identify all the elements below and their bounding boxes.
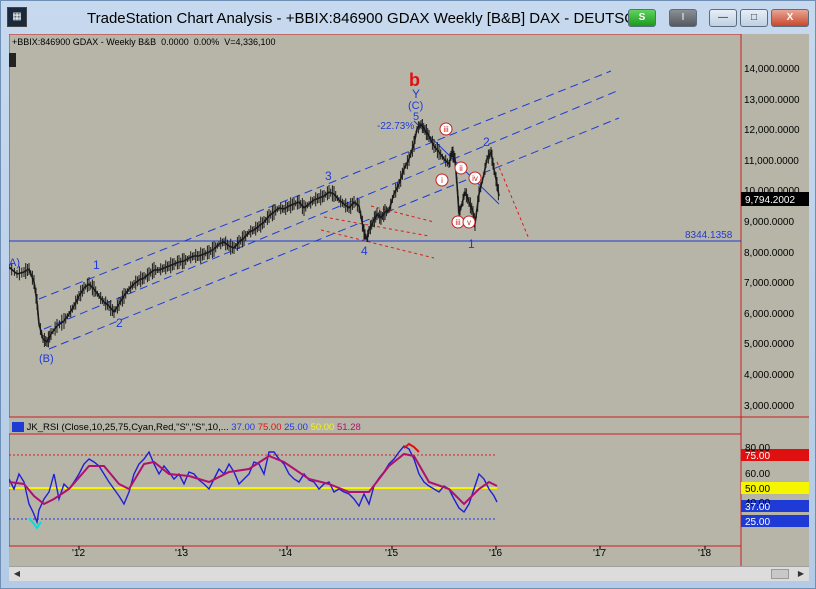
wave-3-label: 3: [325, 169, 332, 183]
chart-area[interactable]: 14,000.0000 13,000.0000 12,000.0000 11,0…: [9, 34, 809, 581]
scroll-thumb[interactable]: [771, 569, 789, 579]
scroll-right-icon[interactable]: ▶: [797, 569, 805, 578]
rsi-tick: 75.00: [745, 451, 770, 462]
wave-b-paren-label: (B): [39, 353, 54, 365]
last-price-label: 9,794.2002: [745, 195, 795, 206]
rsi-tick: 60.00: [745, 469, 770, 480]
rsi-tick: 25.00: [745, 517, 770, 528]
time-tick: '15: [385, 548, 398, 559]
maximize-button[interactable]: □: [740, 9, 768, 27]
price-tick: 3,000.0000: [744, 401, 794, 412]
price-tick: 8,000.0000: [744, 248, 794, 259]
title-bar[interactable]: ▦ TradeStation Chart Analysis - +BBIX:84…: [1, 1, 815, 34]
info-button[interactable]: I: [669, 9, 697, 27]
price-series: [9, 122, 500, 344]
wave-labels: b Y (C) 5 -22.73% A) (B) 1 2 3 4 2 1: [9, 70, 490, 365]
circle-iii2-label: iii: [455, 218, 461, 227]
circled-labels: iii i ii iii v iv: [435, 122, 482, 229]
wave-2-label: 2: [116, 316, 123, 330]
wave-1b-label: 1: [468, 237, 475, 251]
rsi-25: 25.00: [284, 422, 308, 433]
wave-y-label: Y: [412, 87, 420, 101]
time-tick: '16: [489, 548, 502, 559]
circle-iv-label: iv: [472, 174, 478, 183]
chart-scroll-marker[interactable]: [9, 53, 16, 67]
price-tick: 11,000.0000: [744, 156, 799, 167]
wave-b-label: b: [409, 70, 420, 90]
circle-i-label: i: [441, 176, 443, 185]
rsi-50-tag: [741, 482, 809, 494]
minimize-button[interactable]: —: [709, 9, 737, 27]
time-tick: '17: [593, 548, 606, 559]
ohlc-bars: [9, 119, 499, 348]
hline-label: 8344.1358: [685, 230, 733, 241]
price-tick: 4,000.0000: [744, 370, 794, 381]
price-tick: 7,000.0000: [744, 278, 794, 289]
rsi-75: 75.00: [257, 422, 282, 433]
last-price-tag: [741, 192, 809, 206]
rsi-tick: 50.00: [745, 484, 770, 495]
rsi-50: 50.00: [310, 422, 335, 433]
time-axis: '12 '13 '14 '15 '16 '17 '18: [72, 548, 711, 559]
rsi-axis: 80.00 75.00 60.00 50.00 40.00 37.00 25.0…: [745, 443, 770, 528]
wave-2b-label: 2: [483, 135, 490, 149]
rsi-current: 51.28: [336, 422, 361, 433]
rsi-tick: 37.00: [745, 502, 770, 513]
rsi-line: [9, 445, 498, 525]
trend-channel: [38, 70, 620, 350]
time-tick: '13: [175, 548, 188, 559]
percent-label: -22.73%: [377, 121, 414, 132]
circle-ii-label: ii: [459, 164, 463, 173]
price-tick: 6,000.0000: [744, 309, 794, 320]
rsi-icon: [12, 422, 24, 433]
time-tick: '14: [279, 548, 292, 559]
wave-c-label: (C): [408, 100, 423, 112]
horizontal-scrollbar[interactable]: ◀ ▶: [9, 566, 809, 581]
circle-v-label: v: [467, 218, 471, 227]
circle-iii-label: iii: [443, 125, 449, 134]
rsi-tick: 40.00: [745, 498, 770, 509]
rsi-levels: [9, 454, 497, 520]
rsi-name: JK_RSI (Close,10,25,75,Cyan,Red,"S","S",…: [26, 422, 229, 433]
rsi-avg-line: [9, 452, 498, 506]
wave-4-label: 4: [361, 244, 368, 258]
rsi-37: 37.00: [231, 422, 256, 433]
wave-5-label: 5: [413, 111, 419, 123]
time-tick: '12: [72, 548, 85, 559]
rsi-25-tag: [741, 515, 809, 527]
window-title: TradeStation Chart Analysis - +BBIX:8469…: [87, 10, 646, 27]
rsi-pane-border: [9, 433, 742, 547]
time-ticks: [78, 546, 706, 550]
wave-a-label: A): [9, 257, 20, 269]
scroll-left-icon[interactable]: ◀: [13, 569, 21, 578]
symbol-label: +BBIX:846900 GDAX - Weekly B&B: [12, 37, 157, 47]
rsi-legend: JK_RSI (Close,10,25,75,Cyan,Red,"S","S",…: [12, 422, 361, 433]
rsi-red-mark: [403, 442, 420, 453]
pct-value: 0.00%: [193, 37, 220, 47]
time-tick: '18: [698, 548, 711, 559]
app-icon: ▦: [7, 7, 27, 27]
rsi-tick: 80.00: [745, 443, 770, 454]
price-tick: 12,000.0000: [744, 125, 800, 136]
volume-value: V=4,336,100: [224, 37, 276, 47]
price-tick: 5,000.0000: [744, 339, 794, 350]
price-tick: 14,000.0000: [744, 64, 800, 75]
close-button[interactable]: X: [771, 9, 809, 27]
rsi-75-tag: [741, 449, 809, 461]
price-tick: 13,000.0000: [744, 95, 800, 106]
symbol-info: +BBIX:846900 GDAX - Weekly B&B 0.0000 0.…: [12, 37, 276, 47]
rsi-37-tag: [741, 500, 809, 512]
strategy-button[interactable]: S: [628, 9, 656, 27]
rsi-cyan-mark: [28, 517, 42, 530]
red-projection-lines: [320, 161, 530, 259]
price-tick: 10,000.0000: [744, 186, 800, 197]
change-value: 0.0000: [161, 37, 189, 47]
price-chart-svg: 14,000.0000 13,000.0000 12,000.0000 11,0…: [9, 34, 809, 566]
price-pane-border: [9, 34, 742, 418]
price-axis: 14,000.0000 13,000.0000 12,000.0000 11,0…: [744, 64, 800, 412]
price-tick: 9,000.0000: [744, 217, 794, 228]
wave-1-label: 1: [93, 258, 100, 272]
